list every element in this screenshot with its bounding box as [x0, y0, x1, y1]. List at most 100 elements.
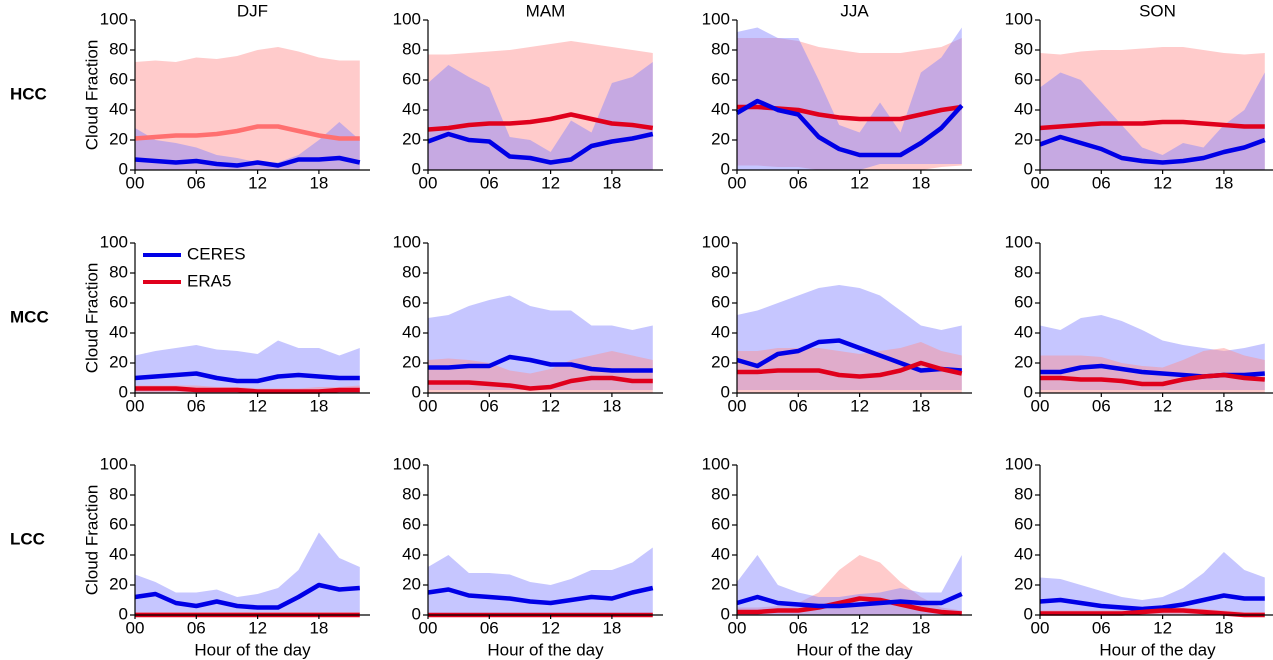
x-tick-label: 18 [602, 618, 621, 637]
y-tick-label: 20 [109, 129, 128, 148]
x-tick-label: 00 [419, 396, 438, 415]
x-tick-label: 06 [187, 396, 206, 415]
y-tick-label: 60 [109, 514, 128, 533]
y-axis-label: Cloud Fraction [82, 263, 101, 374]
x-tick-label: 18 [602, 396, 621, 415]
legend-label: CERES [187, 244, 246, 263]
y-tick-label: 0 [119, 382, 128, 401]
y-tick-label: 0 [119, 604, 128, 623]
line [1039, 593, 1265, 612]
x-tick-label: 00 [126, 396, 145, 415]
y-tick-label: 0 [721, 604, 730, 623]
y-tick-label: 80 [711, 262, 730, 281]
y-tick-label: 80 [1014, 484, 1033, 503]
x-tick-label: 12 [1153, 396, 1172, 415]
y-tick-label: 0 [412, 382, 421, 401]
line [427, 112, 654, 132]
band [428, 547, 653, 615]
band [135, 47, 360, 170]
x-axis-label: Hour of the day [1099, 640, 1216, 659]
x-tick-label: 18 [309, 396, 328, 415]
y-tick-label: 20 [402, 129, 421, 148]
line [428, 354, 653, 373]
y-tick-label: 100 [100, 454, 128, 473]
x-tick-label: 18 [602, 173, 621, 192]
y-tick-label: 100 [393, 232, 421, 251]
line [427, 131, 654, 165]
y-tick-label: 40 [1014, 99, 1033, 118]
x-tick-label: 00 [728, 396, 747, 415]
x-tick-label: 12 [850, 173, 869, 192]
y-tick-label: 100 [1005, 9, 1033, 28]
y-tick-label: 20 [1014, 574, 1033, 593]
panel-title: DJF [237, 1, 268, 20]
band [737, 27, 962, 170]
y-tick-label: 60 [1014, 69, 1033, 88]
x-tick-label: 00 [419, 173, 438, 192]
line [1040, 372, 1265, 387]
y-tick-label: 0 [1024, 159, 1033, 178]
x-tick-label: 00 [728, 618, 747, 637]
y-tick-label: 0 [412, 159, 421, 178]
x-tick-label: 18 [911, 618, 930, 637]
y-tick-label: 100 [1005, 454, 1033, 473]
y-tick-label: 100 [100, 9, 128, 28]
y-tick-label: 60 [109, 292, 128, 311]
y-axis-label: Cloud Fraction [82, 40, 101, 151]
x-tick-label: 06 [1092, 396, 1111, 415]
x-tick-label: 00 [419, 618, 438, 637]
row-label: LCC [10, 529, 45, 548]
y-tick-label: 40 [402, 544, 421, 563]
x-tick-label: 06 [480, 618, 499, 637]
y-tick-label: 20 [711, 129, 730, 148]
band [1040, 552, 1265, 615]
line [428, 375, 653, 391]
line [737, 360, 963, 379]
x-tick-label: 00 [1031, 396, 1050, 415]
x-tick-label: 06 [480, 173, 499, 192]
y-tick-label: 40 [109, 544, 128, 563]
y-tick-label: 0 [1024, 382, 1033, 401]
x-tick-label: 00 [1031, 618, 1050, 637]
y-tick-label: 20 [1014, 129, 1033, 148]
y-tick-label: 20 [109, 352, 128, 371]
y-tick-label: 80 [1014, 39, 1033, 58]
y-tick-label: 100 [393, 454, 421, 473]
y-tick-label: 0 [412, 604, 421, 623]
x-tick-label: 00 [126, 173, 145, 192]
x-tick-label: 18 [1214, 173, 1233, 192]
y-tick-label: 80 [402, 484, 421, 503]
x-tick-label: 06 [480, 396, 499, 415]
x-tick-label: 18 [1214, 396, 1233, 415]
y-tick-label: 0 [721, 382, 730, 401]
panel-title: MAM [526, 1, 566, 20]
y-tick-label: 80 [711, 484, 730, 503]
x-tick-label: 00 [728, 173, 747, 192]
x-tick-label: 18 [1214, 618, 1233, 637]
y-tick-label: 100 [702, 9, 730, 28]
line [737, 596, 962, 616]
y-tick-label: 80 [109, 39, 128, 58]
line [134, 124, 360, 141]
x-tick-label: 00 [126, 618, 145, 637]
x-axis-label: Hour of the day [194, 640, 311, 659]
band [737, 38, 962, 170]
y-tick-label: 60 [402, 514, 421, 533]
x-tick-label: 06 [789, 618, 808, 637]
y-tick-label: 100 [702, 454, 730, 473]
line [1040, 608, 1265, 618]
y-tick-label: 40 [1014, 544, 1033, 563]
line [1039, 134, 1266, 165]
y-tick-label: 80 [402, 262, 421, 281]
y-tick-label: 20 [109, 574, 128, 593]
band [737, 342, 962, 393]
x-tick-label: 12 [1153, 173, 1172, 192]
y-tick-label: 100 [702, 232, 730, 251]
x-tick-label: 12 [1153, 618, 1172, 637]
y-tick-label: 100 [1005, 232, 1033, 251]
x-tick-label: 12 [541, 396, 560, 415]
x-tick-label: 06 [789, 396, 808, 415]
row-label: MCC [10, 307, 49, 326]
x-tick-label: 18 [309, 618, 328, 637]
x-axis-label: Hour of the day [796, 640, 913, 659]
